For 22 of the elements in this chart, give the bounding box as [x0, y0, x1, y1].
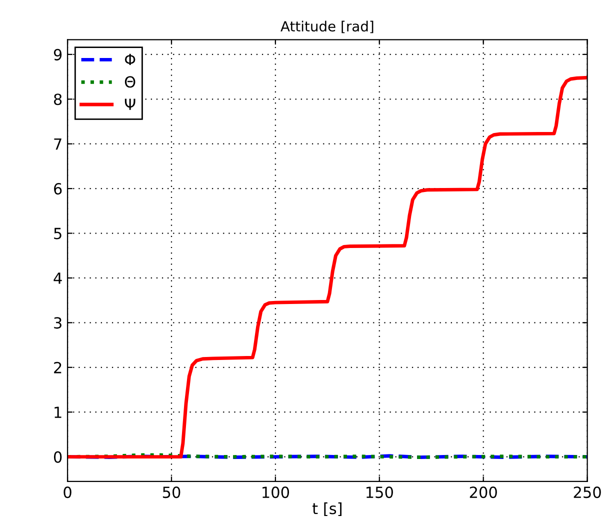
x-axis-title: t [s]	[312, 502, 342, 516]
line-series	[68, 76, 588, 459]
y-tick-label: 0	[54, 451, 62, 463]
x-tick-label: 100	[262, 486, 290, 498]
y-tick-label: 2	[54, 362, 62, 374]
legend-label: Φ	[124, 54, 136, 66]
legend-label: Ψ	[124, 98, 136, 110]
legend-label: Θ	[124, 76, 136, 88]
y-tick-label: 7	[54, 138, 62, 150]
y-tick-label: 4	[54, 272, 62, 284]
x-tick-label: 150	[366, 486, 393, 498]
y-tick-label: 3	[54, 317, 62, 329]
y-tick-label: 9	[54, 48, 62, 60]
x-tick-label: 200	[470, 486, 497, 498]
chart-title: Attitude [rad]	[280, 20, 374, 34]
y-tick-label: 5	[54, 228, 62, 240]
y-tick-label: 6	[54, 183, 62, 195]
x-tick-label: 0	[64, 486, 72, 498]
y-tick-label: 8	[54, 94, 62, 106]
x-tick-label: 50	[162, 486, 180, 498]
x-tick-label: 250	[574, 486, 601, 498]
y-tick-label: 1	[54, 406, 62, 418]
